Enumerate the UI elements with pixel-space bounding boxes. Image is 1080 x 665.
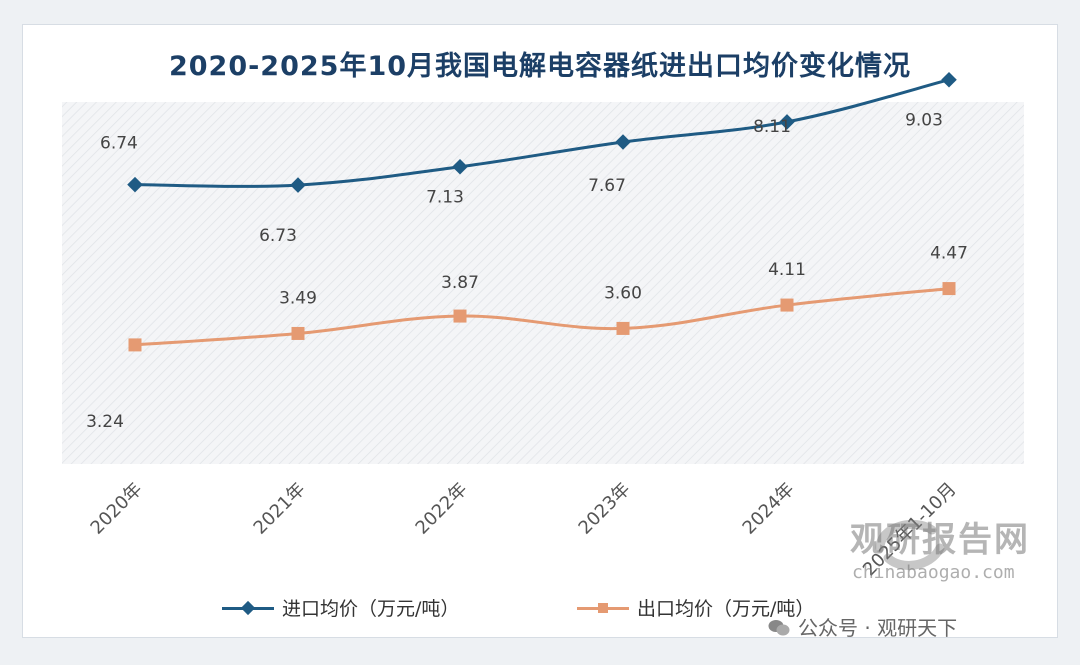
export-value-label-4: 3.60: [604, 283, 642, 303]
import-series-swatch: [222, 598, 274, 618]
export-value-label-1: 3.24: [86, 412, 124, 432]
legend-item-export: 出口均价（万元/吨）: [577, 594, 814, 621]
export-value-label-2: 3.49: [279, 288, 317, 308]
import-value-label-4: 7.67: [588, 176, 626, 196]
chart-title: 2020-2025年10月我国电解电容器纸进出口均价变化情况: [168, 51, 912, 82]
export-series-line: [134, 287, 950, 347]
import-point-3: [452, 158, 468, 175]
x-tick-label-2: 2021年: [250, 479, 310, 539]
x-tick-label-3: 2022年: [412, 479, 472, 539]
import-point-4: [615, 134, 631, 150]
export-point-4: [616, 321, 630, 335]
legend: 进口均价（万元/吨） 出口均价（万元/吨）: [0, 594, 1080, 624]
plot-area: [62, 102, 1024, 464]
watermark-url: chinabaogao.com: [852, 562, 1015, 583]
import-value-label-6: 9.03: [905, 111, 943, 131]
export-point-1: [128, 338, 142, 352]
import-point-6: [941, 71, 957, 88]
legend-label-import: 进口均价（万元/吨）: [282, 598, 460, 620]
import-value-label-1: 6.74: [100, 134, 138, 154]
watermark-wechat: 公众号 · 观研天下: [768, 612, 957, 641]
import-value-label-5: 8.11: [753, 117, 791, 137]
wechat-icon: [768, 618, 790, 636]
watermark-wechat-text: 公众号 · 观研天下: [798, 616, 958, 640]
import-point-1: [127, 176, 143, 193]
import-point-2: [290, 177, 306, 193]
import-value-label-2: 6.73: [259, 226, 297, 246]
import-value-label-3: 7.13: [426, 188, 464, 208]
export-series-swatch: [577, 598, 629, 618]
export-value-label-3: 3.87: [441, 273, 479, 293]
legend-item-import: 进口均价（万元/吨）: [222, 594, 459, 621]
export-point-6: [942, 282, 956, 296]
export-point-3: [453, 309, 467, 323]
watermark-title: 观研报告网: [850, 520, 1030, 560]
legend-label-export: 出口均价（万元/吨）: [637, 598, 815, 620]
x-tick-label-1: 2020年: [87, 479, 147, 539]
x-tick-label-4: 2023年: [575, 479, 635, 539]
import-series-line: [134, 78, 950, 188]
export-point-2: [291, 326, 305, 340]
export-point-5: [780, 298, 794, 312]
watermark-logo-icon: [875, 519, 945, 570]
export-value-label-5: 4.11: [768, 260, 806, 280]
export-value-label-6: 4.47: [930, 244, 968, 264]
